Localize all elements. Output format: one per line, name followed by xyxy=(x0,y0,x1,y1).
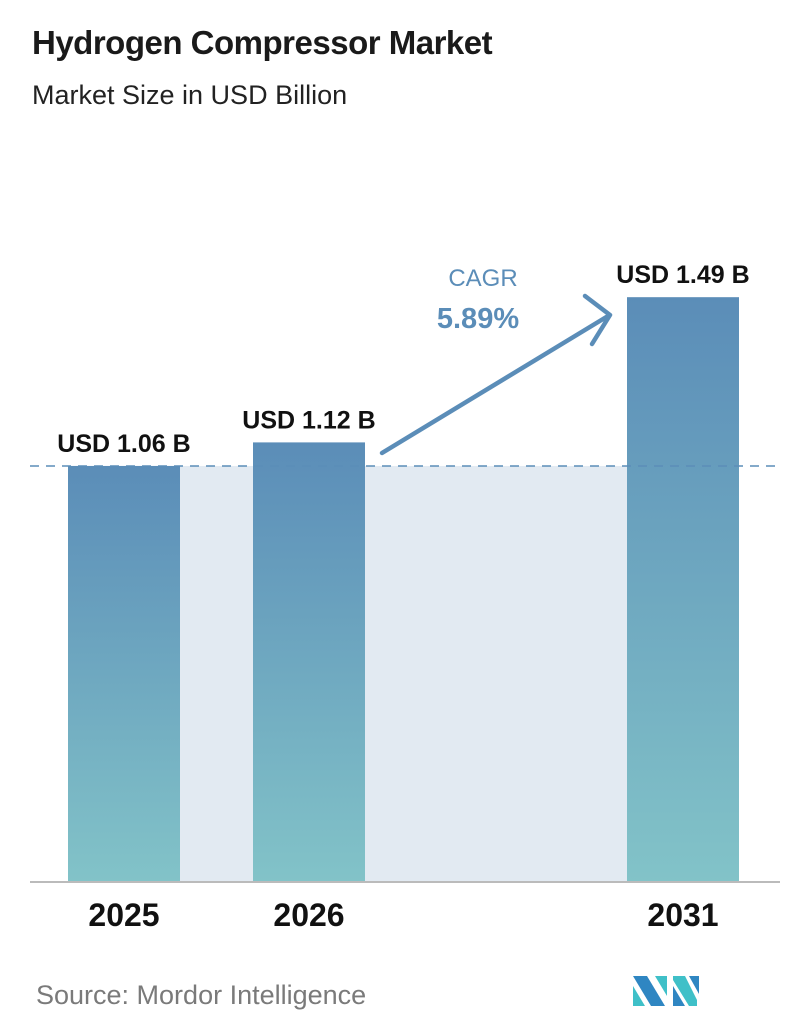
data-label: USD 1.12 B xyxy=(242,406,375,434)
chart-title: Hydrogen Compressor Market xyxy=(32,24,493,61)
source-note: Source: Mordor Intelligence xyxy=(36,980,367,1010)
cagr-value: 5.89% xyxy=(437,303,519,335)
bar-chart: USD 1.06 B 2025 USD 1.12 B 2026 USD 1.49 B 20… xyxy=(30,261,780,933)
cagr-arrow-head xyxy=(582,293,613,347)
chart-subtitle: Market Size in USD Billion xyxy=(32,80,348,110)
reference-band xyxy=(180,465,627,882)
x-tick-label: 2031 xyxy=(647,897,718,933)
data-label: USD 1.06 B xyxy=(57,430,190,458)
bar-2025 xyxy=(68,465,180,882)
bar-2026 xyxy=(253,442,365,882)
cagr-arrow xyxy=(379,313,611,456)
x-tick-label: 2025 xyxy=(88,897,159,933)
cagr-label: CAGR xyxy=(448,265,517,292)
mordor-intelligence-logo xyxy=(633,976,699,1006)
data-label: USD 1.49 B xyxy=(616,261,749,289)
bar-2031 xyxy=(627,297,739,882)
x-tick-label: 2026 xyxy=(273,897,344,933)
